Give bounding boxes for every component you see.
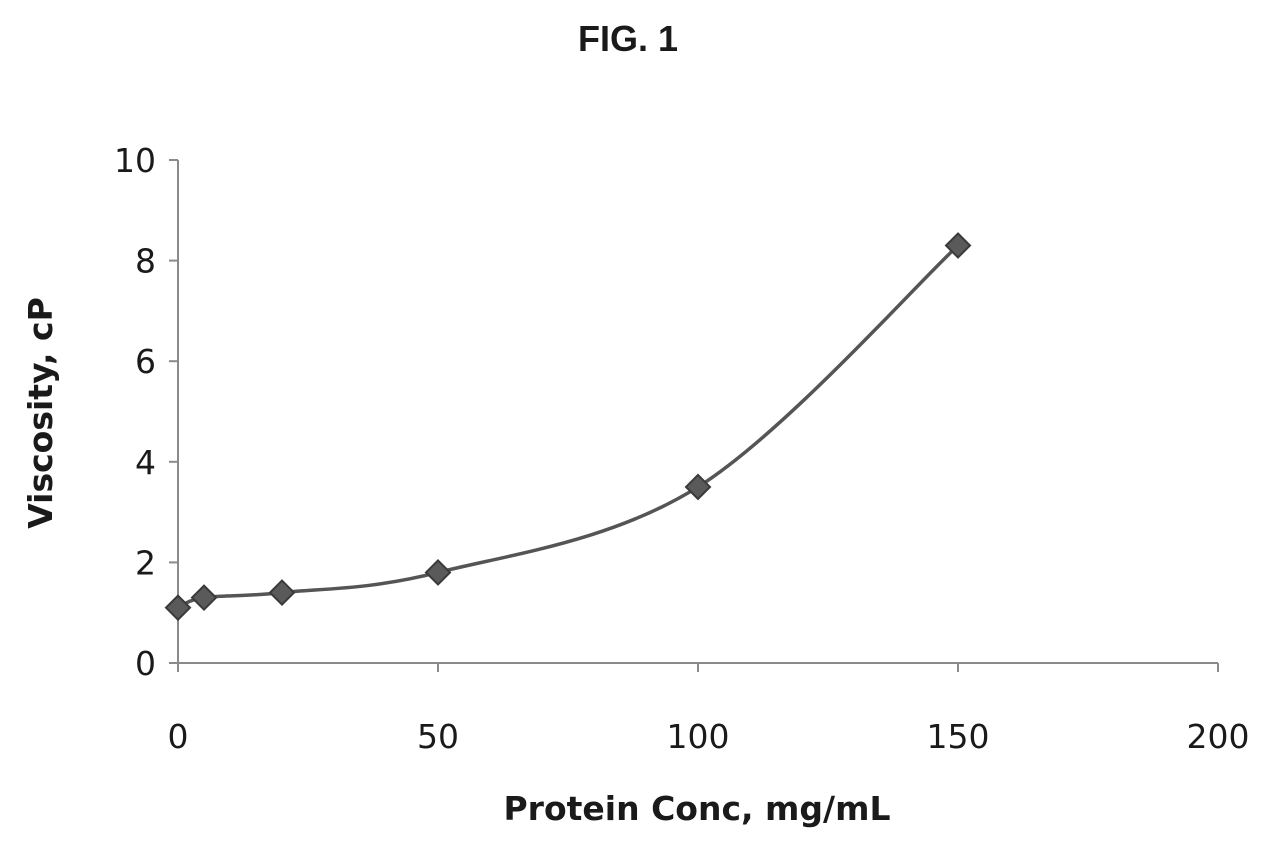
markers-layer (164, 232, 972, 622)
data-point-marker (164, 594, 192, 622)
x-tick-label: 150 (927, 717, 990, 756)
data-point-marker (424, 559, 452, 586)
data-point-marker (268, 579, 296, 606)
x-tick-label: 50 (417, 717, 459, 756)
data-point-marker (944, 232, 972, 259)
series-layer (177, 244, 960, 610)
data-point-marker (190, 584, 218, 612)
y-tick-label: 0 (135, 644, 156, 683)
y-axis-title: Viscosity, cP (21, 297, 60, 529)
axis-ticks (169, 159, 1219, 672)
y-tick-label: 8 (135, 242, 156, 281)
data-point-marker (684, 473, 712, 501)
series-line (177, 244, 960, 610)
y-tick-label: 4 (135, 443, 156, 482)
y-tick-label: 10 (114, 141, 156, 180)
y-tick-label: 6 (135, 342, 156, 381)
x-tick-label: 100 (667, 717, 730, 756)
x-tick-label: 200 (1187, 717, 1250, 756)
x-tick-label: 0 (168, 717, 189, 756)
y-tick-label: 2 (135, 543, 156, 582)
x-axis-title: Protein Conc, mg/mL (503, 789, 890, 828)
figure-title: FIG. 1 (577, 18, 679, 59)
